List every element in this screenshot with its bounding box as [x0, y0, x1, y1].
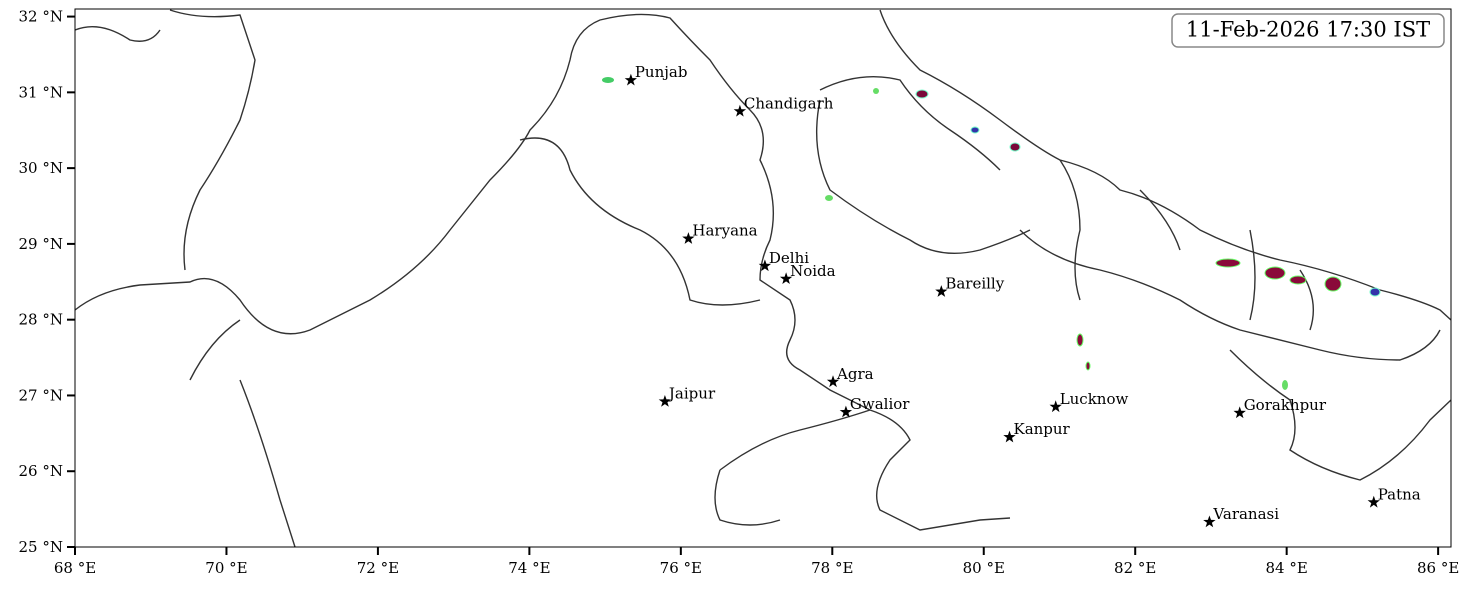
timestamp-frame [1171, 13, 1445, 48]
city-marker [1233, 406, 1246, 419]
city-label: Varanasi [1212, 505, 1279, 523]
plot-frame [74, 8, 1452, 548]
x-tick-label: 76 °E [660, 559, 702, 577]
timestamp-box: 11-Feb-2026 17:30 IST [1171, 13, 1445, 48]
x-tick-label: 82 °E [1114, 559, 1156, 577]
boundaries [74, 9, 1452, 548]
x-tick-label: 78 °E [811, 559, 853, 577]
city-marker [1367, 495, 1380, 508]
city-marker [1003, 430, 1016, 443]
x-tick-label: 68 °E [54, 559, 96, 577]
city-marker [826, 375, 840, 388]
city-marker [682, 232, 695, 244]
city-marker [935, 285, 948, 297]
y-tick-label: 27 °N [19, 386, 63, 404]
y-tick-label: 30 °N [19, 159, 63, 177]
y-tick-label: 29 °N [19, 235, 63, 253]
city-label: Noida [790, 262, 836, 280]
city-marker [779, 272, 793, 284]
city-marker [733, 104, 747, 117]
city-marker [658, 395, 672, 407]
city-label: Jaipur [667, 385, 716, 403]
x-tick-label: 84 °E [1266, 559, 1308, 577]
x-tick-label: 74 °E [508, 559, 550, 577]
x-tick-label: 86 °E [1417, 559, 1459, 577]
city-marker [624, 73, 637, 86]
city-label: Bareilly [945, 275, 1004, 293]
y-tick-label: 31 °N [19, 83, 63, 101]
city-label: Lucknow [1060, 390, 1129, 408]
city-label: Gwalior [850, 395, 910, 413]
city-label: Chandigarh [744, 94, 834, 112]
x-tick-label: 72 °E [357, 559, 399, 577]
city-label: Kanpur [1013, 420, 1070, 438]
city-label: Gorakhpur [1244, 396, 1327, 414]
timestamp: 11-Feb-2026 17:30 IST [1186, 18, 1430, 42]
y-tick-label: 32 °N [19, 8, 63, 26]
city-marker [758, 259, 772, 272]
y-tick-label: 26 °N [19, 462, 63, 480]
x-tick-label: 80 °E [963, 559, 1005, 577]
city-marker [839, 405, 853, 418]
precipitation [602, 77, 1381, 390]
city-marker [1203, 515, 1216, 528]
y-tick-label: 25 °N [19, 538, 63, 556]
city-marker [1049, 400, 1062, 413]
city-label: Punjab [635, 63, 688, 81]
city-label: Haryana [692, 222, 757, 240]
x-tick-label: 70 °E [205, 559, 247, 577]
city-label: Agra [836, 365, 874, 383]
y-tick-label: 28 °N [19, 311, 63, 329]
city-label: Delhi [769, 249, 809, 267]
city-label: Patna [1378, 485, 1421, 503]
